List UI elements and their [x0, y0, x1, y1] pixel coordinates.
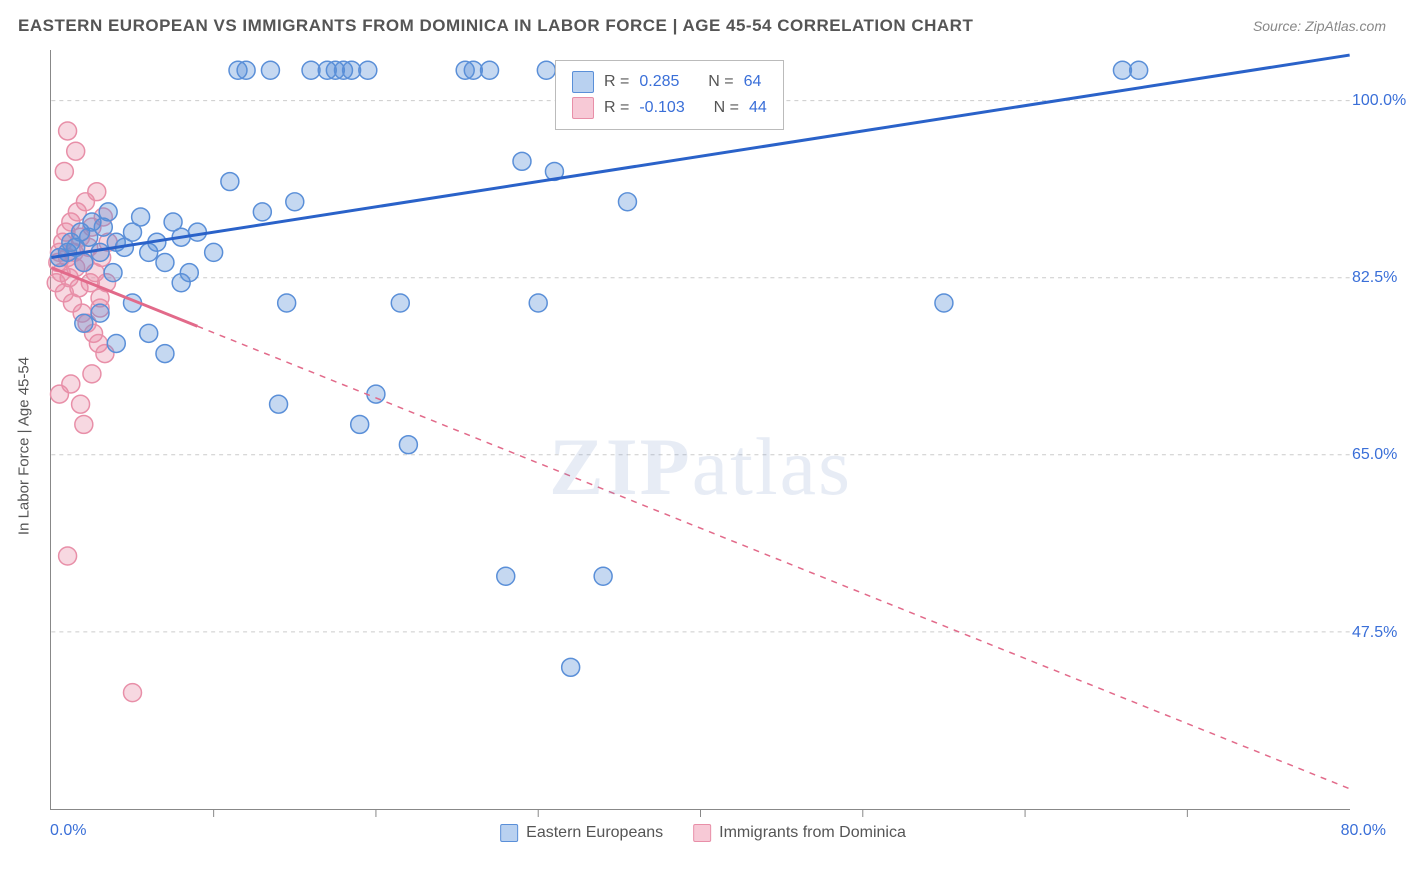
plot-area: ZIPatlas 47.5%65.0%82.5%100.0% — [50, 50, 1350, 810]
y-tick-label: 65.0% — [1352, 446, 1406, 464]
y-tick-label: 100.0% — [1352, 92, 1406, 110]
r-label: R = — [604, 69, 629, 95]
x-max-label: 80.0% — [1341, 822, 1386, 840]
r-value-a: 0.285 — [639, 69, 679, 95]
chart-title: EASTERN EUROPEAN VS IMMIGRANTS FROM DOMI… — [18, 16, 973, 36]
swatch-b-icon — [572, 97, 594, 119]
swatch-b-icon — [693, 824, 711, 842]
stats-legend-box: R = 0.285 N = 64 R = -0.103 N = 44 — [555, 60, 784, 130]
x-min-label: 0.0% — [50, 822, 86, 840]
legend-item-b: Immigrants from Dominica — [693, 824, 906, 842]
swatch-a-icon — [500, 824, 518, 842]
r-value-b: -0.103 — [639, 95, 684, 121]
source-label: Source: ZipAtlas.com — [1253, 18, 1386, 34]
y-axis-label: In Labor Force | Age 45-54 — [16, 357, 33, 535]
n-value-b: 44 — [749, 95, 767, 121]
legend-bottom: Eastern Europeans Immigrants from Domini… — [500, 824, 906, 842]
stat-row-a: R = 0.285 N = 64 — [572, 69, 767, 95]
n-label: N = — [714, 95, 739, 121]
swatch-a-icon — [572, 71, 594, 93]
legend-label-a: Eastern Europeans — [526, 824, 663, 842]
stat-row-b: R = -0.103 N = 44 — [572, 95, 767, 121]
legend-label-b: Immigrants from Dominica — [719, 824, 906, 842]
y-tick-label: 82.5% — [1352, 269, 1406, 287]
n-value-a: 64 — [744, 69, 762, 95]
legend-item-a: Eastern Europeans — [500, 824, 663, 842]
n-label: N = — [708, 69, 733, 95]
r-label: R = — [604, 95, 629, 121]
y-tick-label: 47.5% — [1352, 624, 1406, 642]
scatter-svg — [51, 50, 1350, 809]
